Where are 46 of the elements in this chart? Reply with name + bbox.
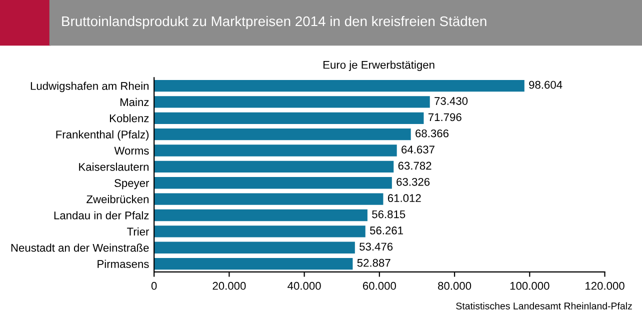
data-label: 53.476 [360,242,393,251]
bar [154,177,392,189]
bar [154,96,430,108]
chart-subtitle: Euro je Erwerbstätigen [323,60,434,71]
y-tick-label: Trier [127,227,150,236]
data-label: 98.604 [529,80,562,89]
bar [154,160,394,173]
bar [154,226,366,238]
bar [154,112,424,124]
bar [154,258,353,270]
data-label: 71.796 [428,113,462,122]
data-label: 73.430 [434,97,468,105]
y-tick-label: Zweibrücken [86,195,148,204]
y-tick-label: Mainz [120,98,149,106]
bar [154,144,397,156]
x-tick-label: 60.000 [362,282,396,290]
x-tick-label: 20.000 [212,282,246,290]
y-tick-label: Kaiserslautern [79,162,148,171]
y-tick-label: Ludwigshafen am Rhein [30,82,149,92]
bar [154,209,368,222]
data-label: 61.012 [388,194,421,202]
bar [154,242,355,254]
data-label: 63.326 [396,178,430,186]
y-tick-label: Worms [114,146,149,155]
data-label: 63.782 [398,162,432,170]
bar [154,80,524,92]
data-label: 56.261 [370,226,403,234]
text: Statistisches Landesamt Rheinland-Pfalz [456,302,632,310]
bar [154,128,411,140]
data-label: 52.887 [357,258,390,267]
x-tick-label: 100.000 [510,282,550,290]
data-label: 64.637 [402,146,434,154]
x-tick-label: 0 [151,282,157,290]
y-tick-label: Frankenthal (Pfalz) [56,130,149,141]
data-label: 56.815 [372,210,406,218]
bar [154,193,384,205]
y-tick-label: Pirmasens [98,260,149,268]
x-tick-label: 120.000 [586,282,624,290]
x-tick-label: 40.000 [288,282,321,290]
y-tick-label: Landau in der Pfalz [54,211,149,220]
y-tick-label: Neustadt an der Weinstraße [11,244,149,252]
x-tick-label: 80.000 [438,282,472,290]
y-tick-label: Koblenz [110,114,149,122]
chart-title: Bruttoinlandsprodukt zu Marktpreisen 2014 in den kreisfreien Städten [62,16,486,29]
data-label: 68.366 [416,129,449,138]
y-tick-label: Speyer [114,179,150,190]
